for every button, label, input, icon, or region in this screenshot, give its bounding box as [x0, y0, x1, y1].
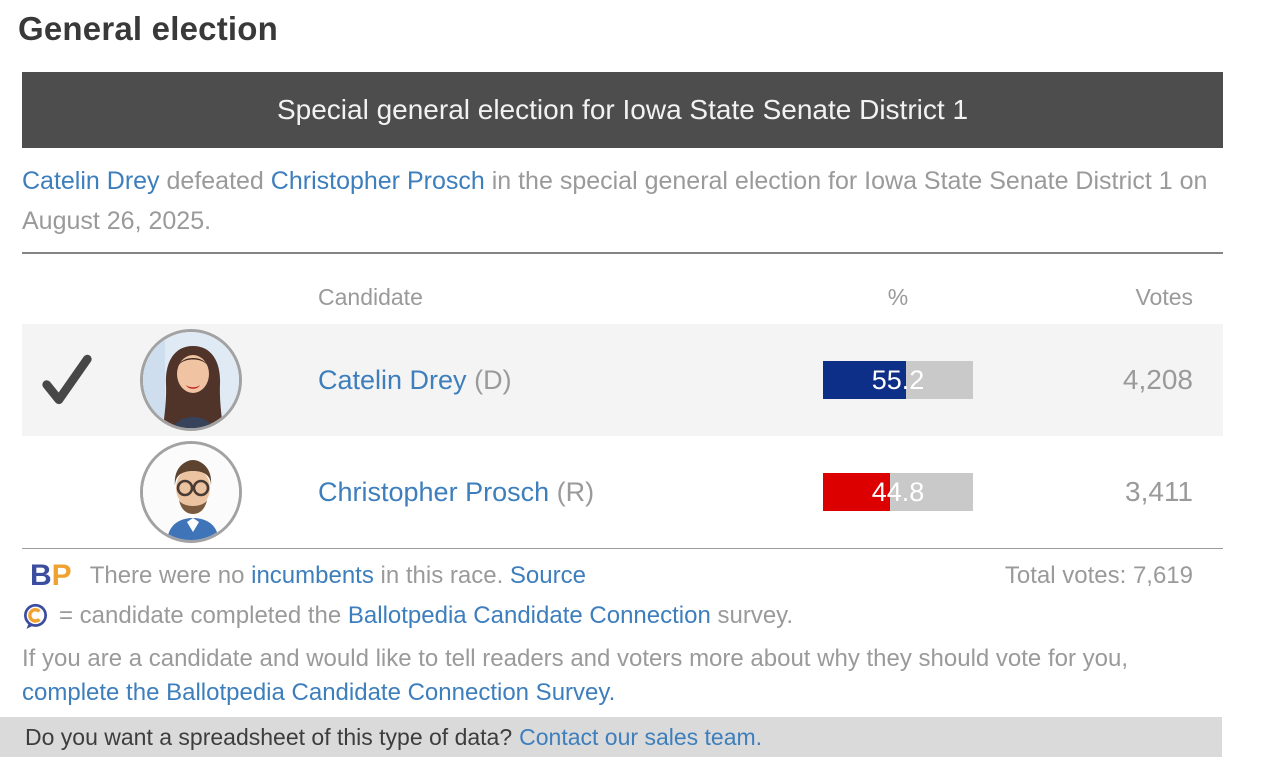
candidate-cta: If you are a candidate and would like to… [22, 645, 1128, 706]
candidate-connection-link[interactable]: Ballotpedia Candidate Connection [347, 602, 711, 629]
summary-text: defeated [159, 167, 271, 195]
winner-check-cell [22, 351, 112, 409]
votes-value: 4,208 [1122, 364, 1193, 395]
incumbents-link[interactable]: incumbents [251, 562, 374, 589]
candidate-photo[interactable] [140, 441, 242, 543]
summary-text-rest: in the special general election for Iowa… [22, 167, 1208, 235]
results-table-header: Candidate % Votes [22, 254, 1223, 324]
source-link[interactable]: Source [509, 562, 586, 589]
candidate-link[interactable]: Christopher Prosch [318, 476, 550, 507]
percent-value: 55.2 [871, 364, 925, 395]
percent-bar-fill [823, 473, 891, 511]
percent-bar: 44.8 [823, 473, 973, 511]
total-votes: Total votes: 7,619 [1004, 562, 1193, 589]
candidate-link[interactable]: Catelin Drey [318, 364, 467, 395]
race-title-banner: Special general election for Iowa State … [22, 72, 1223, 148]
incumbent-note: There were no incumbents in this race. S… [89, 562, 586, 589]
table-row: Catelin Drey (D) 55.2 4,208 [22, 324, 1223, 436]
candidate-name-cell: Catelin Drey (D) [318, 365, 823, 396]
table-bottom-divider [22, 548, 1223, 549]
sales-question: Do you want a spreadsheet of this type o… [25, 723, 513, 750]
page-title: General election [18, 10, 278, 47]
header-candidate: Candidate [318, 283, 423, 310]
winner-link[interactable]: Catelin Drey [22, 167, 160, 195]
survey-note-row: = candidate completed the Ballotpedia Ca… [22, 602, 1223, 630]
header-percent: % [887, 283, 909, 310]
section-divider [22, 252, 1223, 254]
party-label: (R) [556, 476, 595, 507]
candidate-connection-icon [24, 603, 47, 629]
header-votes: Votes [1135, 283, 1193, 310]
winner-check-icon [42, 354, 92, 405]
race-title: Special general election for Iowa State … [276, 94, 969, 125]
race-summary: Catelin Drey defeated Christopher Prosch… [22, 161, 1223, 241]
table-row: Christopher Prosch (R) 44.8 3,411 [22, 436, 1223, 548]
sales-banner: Do you want a spreadsheet of this type o… [0, 717, 1222, 757]
loser-link[interactable]: Christopher Prosch [270, 167, 485, 195]
survey-cta-link[interactable]: complete the Ballotpedia Candidate Conne… [22, 679, 616, 706]
candidate-photo[interactable] [140, 329, 242, 431]
candidate-name-cell: Christopher Prosch (R) [318, 477, 823, 508]
percent-bar: 55.2 [823, 361, 973, 399]
percent-value: 44.8 [871, 476, 925, 507]
contact-sales-link[interactable]: Contact our sales team. [519, 723, 763, 750]
footer-note-row: BP There were no incumbents in this race… [22, 559, 1223, 593]
survey-note: = candidate completed the Ballotpedia Ca… [59, 602, 794, 629]
percent-bar-fill [823, 361, 906, 399]
party-label: (D) [474, 364, 512, 395]
votes-value: 3,411 [1125, 476, 1193, 507]
ballotpedia-logo: BP [30, 559, 72, 592]
